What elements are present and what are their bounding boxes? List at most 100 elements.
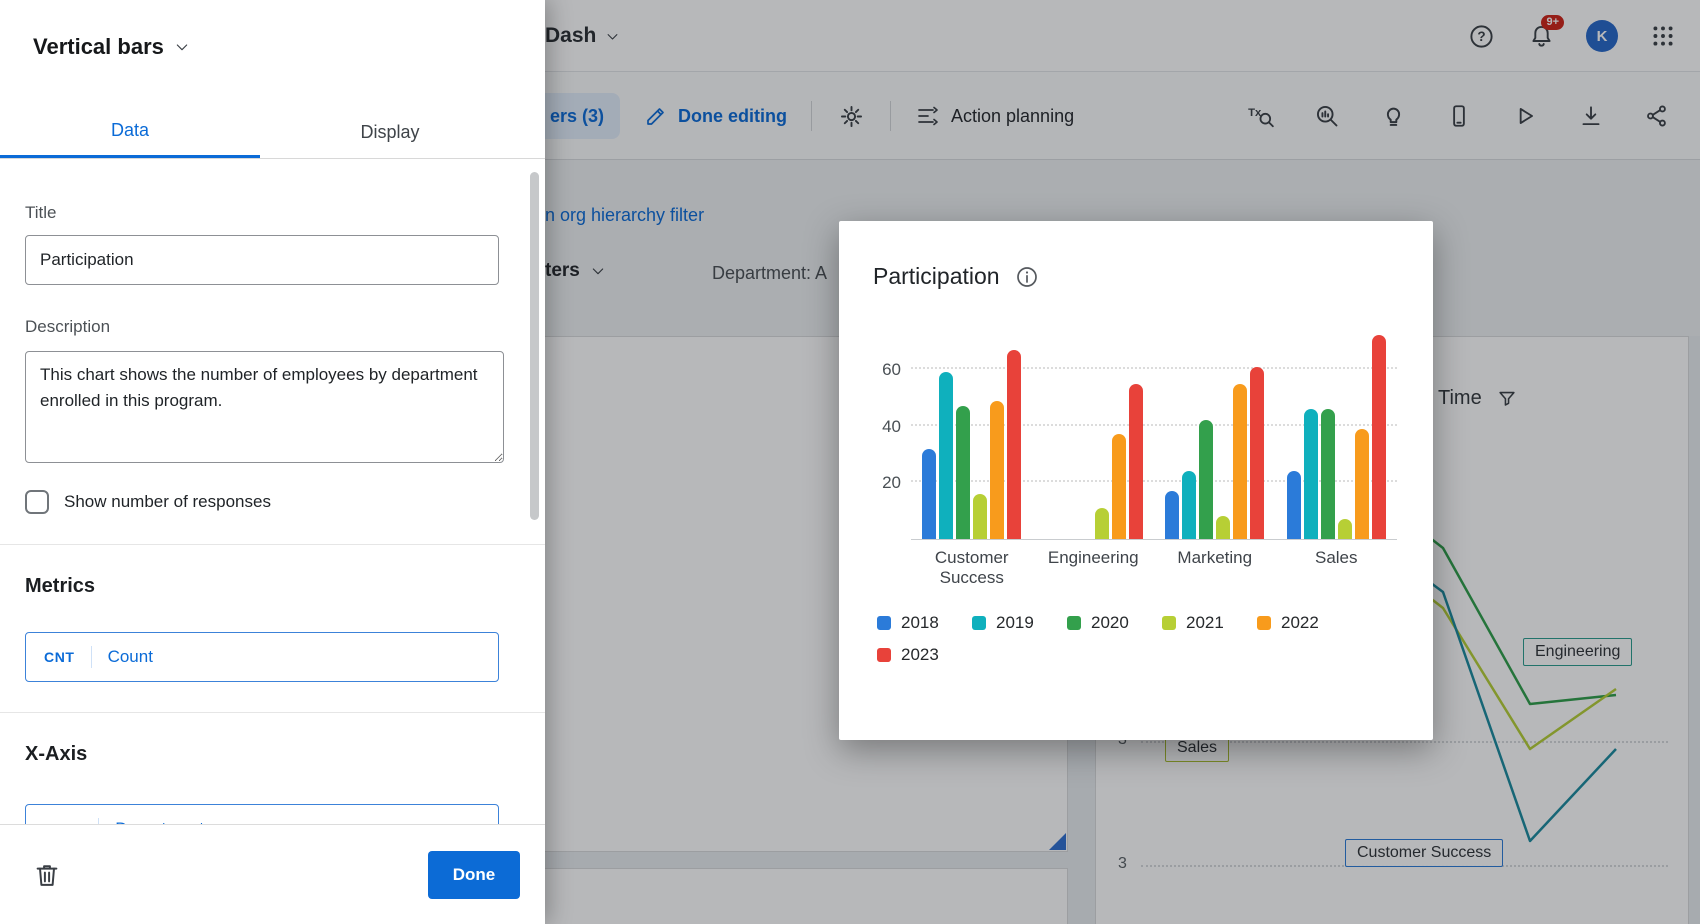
share-button[interactable]: [1642, 101, 1672, 131]
section-divider: [0, 544, 545, 545]
legend-label: 2018: [901, 612, 939, 632]
toolbar-divider: [811, 101, 812, 131]
legend-item: 2020: [1067, 613, 1162, 633]
legend-item: 2021: [1162, 613, 1257, 633]
legend-label: 2019: [996, 612, 1034, 632]
bar: [1111, 434, 1126, 539]
insights-lightbulb-button[interactable]: [1378, 101, 1408, 131]
show-responses-label: Show number of responses: [64, 492, 271, 511]
bar: [1199, 420, 1214, 539]
done-editing-button[interactable]: Done editing: [644, 104, 787, 128]
legend-item: 2022: [1257, 613, 1352, 633]
tab-data[interactable]: Data: [0, 106, 260, 158]
bar-groups: [911, 328, 1397, 539]
chart-legend: 2018 2019 2020 2021 2022 2023: [877, 613, 1377, 665]
mobile-preview-button[interactable]: [1444, 101, 1474, 131]
stats-iq-button[interactable]: [1312, 101, 1342, 131]
download-button[interactable]: [1576, 101, 1606, 131]
description-field-label: Description: [25, 317, 111, 336]
legend-item: 2023: [877, 645, 972, 665]
y-tick-label: 60: [882, 360, 901, 380]
bar: [1320, 408, 1335, 539]
done-button[interactable]: Done: [428, 850, 520, 899]
bar: [1337, 519, 1352, 539]
org-hierarchy-filter-link[interactable]: n org hierarchy filter: [545, 205, 705, 225]
gridline: [911, 480, 1397, 483]
avatar[interactable]: K: [1586, 20, 1618, 52]
legend-label: 2023: [901, 644, 939, 664]
chart-preview-modal: Participation 20 40 60 Customer Success Eng…: [839, 221, 1433, 740]
notifications-button[interactable]: 9+: [1526, 15, 1564, 51]
title-input[interactable]: [25, 235, 499, 285]
bar: [1286, 471, 1301, 539]
bar: [1094, 507, 1109, 539]
metric-chip-count[interactable]: CNT Count: [25, 632, 499, 682]
title-field-label: Title: [25, 203, 57, 222]
dashboard-title-text: Dash: [545, 24, 597, 47]
gridline: [911, 367, 1397, 370]
metric-chip-label: Count: [107, 647, 153, 666]
bar-group: [920, 349, 1024, 539]
delete-widget-button[interactable]: [33, 861, 61, 889]
category-label: Customer Success: [934, 548, 1009, 588]
text-iq-button[interactable]: Tx: [1246, 101, 1276, 131]
gridline: [911, 423, 1397, 426]
widget-below[interactable]: [520, 868, 1068, 924]
bar: [1182, 471, 1197, 539]
bar: [939, 372, 954, 539]
bar: [1233, 383, 1248, 539]
tab-display[interactable]: Display: [360, 121, 420, 142]
show-responses-checkbox[interactable]: [25, 490, 49, 514]
y-tick-label: 3: [1118, 855, 1127, 872]
panel-scrollbar-thumb[interactable]: [530, 172, 539, 520]
panel-footer: Done: [0, 824, 545, 924]
legend-swatch: [1067, 615, 1081, 630]
xaxis-heading: X-Axis: [25, 743, 88, 765]
filters-dropdown[interactable]: ters: [545, 260, 606, 282]
bar-group: [1041, 383, 1145, 539]
bar-chart: 20 40 60: [873, 328, 1399, 540]
apps-grid-button[interactable]: [1648, 21, 1678, 51]
panel-tabs: Data Display: [0, 106, 545, 159]
legend-swatch: [972, 615, 986, 630]
gridline: [1141, 741, 1668, 743]
legend-swatch: [877, 615, 891, 630]
filter-funnel-icon[interactable]: [1496, 388, 1518, 410]
legend-label: 2022: [1281, 612, 1319, 632]
dashboard-title[interactable]: Dash: [545, 0, 620, 72]
settings-gear-button[interactable]: [836, 101, 866, 131]
widget-type-dropdown[interactable]: [174, 39, 190, 55]
bar: [1371, 335, 1386, 539]
series-label-engineering: Engineering: [1523, 638, 1633, 666]
description-textarea[interactable]: This chart shows the number of employees…: [25, 351, 504, 463]
svg-text:Tx: Tx: [1248, 107, 1262, 119]
chip-divider: [90, 646, 92, 668]
metric-type-badge: CNT: [44, 649, 75, 665]
chevron-down-icon: [605, 29, 620, 44]
widget-resize-handle[interactable]: [1049, 833, 1066, 850]
svg-text:?: ?: [1477, 29, 1485, 44]
legend-swatch: [1257, 615, 1271, 630]
bar-group: [1284, 335, 1388, 539]
toolbar-divider: [890, 101, 891, 131]
series-label-customer-success: Customer Success: [1345, 839, 1504, 867]
bar: [1165, 490, 1180, 539]
widget-edit-panel: Vertical bars Data Display Title Descrip…: [0, 0, 545, 924]
bar: [956, 406, 971, 539]
bar: [1303, 408, 1318, 539]
category-label: Engineering: [1047, 548, 1139, 567]
play-button[interactable]: [1510, 101, 1540, 131]
bar: [1216, 516, 1231, 539]
bar: [922, 448, 937, 539]
chevron-down-icon: [590, 263, 606, 279]
legend-label: 2020: [1091, 612, 1129, 632]
info-icon[interactable]: [1015, 265, 1039, 289]
action-planning-button[interactable]: Action planning: [915, 104, 1074, 128]
over-time-widget-title: Time: [1438, 387, 1482, 409]
help-button[interactable]: ?: [1466, 21, 1496, 51]
action-planning-icon: [915, 104, 941, 128]
bar: [1128, 383, 1143, 539]
category-label: Marketing: [1177, 548, 1253, 567]
bar: [990, 400, 1005, 539]
metrics-heading: Metrics: [25, 575, 96, 597]
